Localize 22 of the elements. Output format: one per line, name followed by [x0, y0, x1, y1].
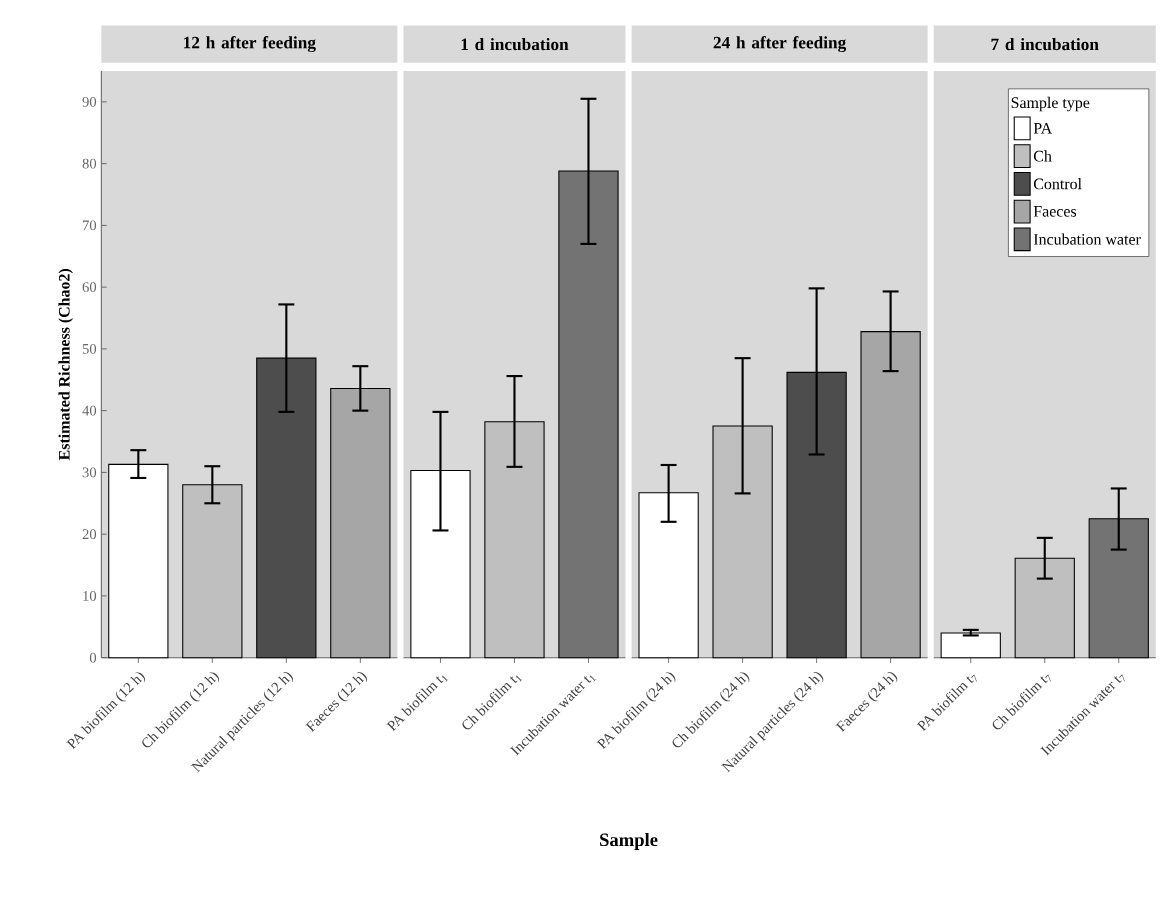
x-axis-title: Sample: [600, 833, 658, 850]
legend-title: Sample type: [1011, 96, 1090, 112]
chart-title: 12 h after feeding: [184, 36, 316, 53]
legend-label: Control: [1033, 178, 1082, 190]
legend-label: Faeces: [1033, 206, 1077, 217]
legend-label: PA: [1033, 122, 1053, 134]
y-tick-label: 40: [82, 405, 97, 416]
y-tick-label: 60: [82, 282, 97, 293]
y-tick-label: 30: [82, 467, 97, 478]
chart-title: 1 d incubation: [461, 38, 569, 51]
legend-label: Incubation water: [1033, 233, 1141, 245]
y-tick-label: 50: [82, 343, 97, 354]
y-axis-title: Estimated Richness (Chao2): [58, 268, 73, 461]
y-tick-label: 20: [82, 529, 97, 540]
y-tick-label: 0: [89, 652, 97, 663]
y-tick-label: 10: [83, 590, 97, 601]
legend-label: Ch: [1033, 150, 1052, 162]
y-tick-label: 90: [82, 96, 97, 107]
chart-title: 7 d incubation: [991, 38, 1099, 51]
y-tick-label: 80: [82, 158, 97, 169]
chart-title: 24 h after feeding: [713, 36, 847, 53]
y-tick-label: 70: [82, 220, 97, 231]
